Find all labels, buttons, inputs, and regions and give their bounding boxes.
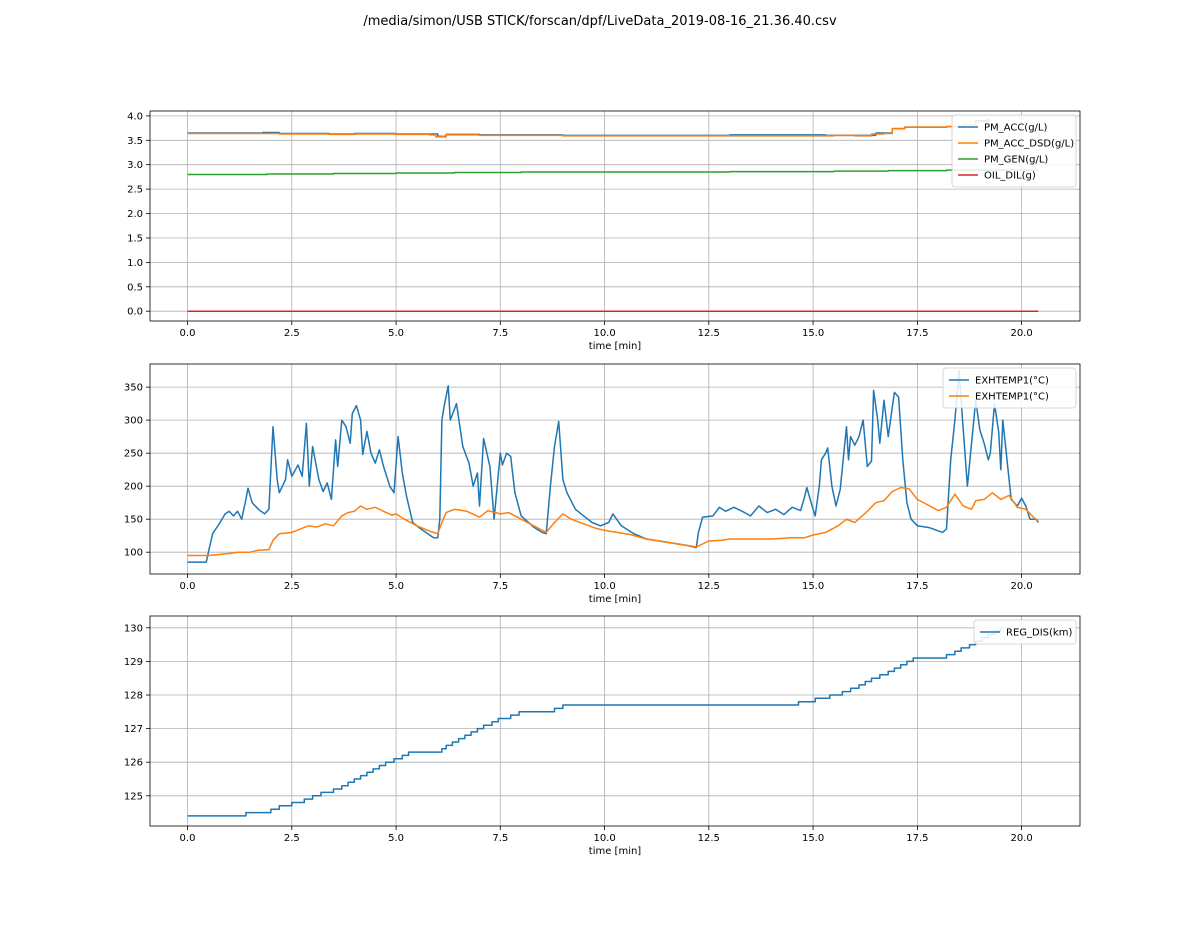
legend-label: EXHTEMP1(°C) xyxy=(975,392,1049,403)
x-tick-label: 20.0 xyxy=(1010,328,1032,339)
x-tick-label: 5.0 xyxy=(388,833,404,844)
legend: REG_DIS(km) xyxy=(973,619,1077,645)
y-tick-label: 128 xyxy=(124,691,143,702)
x-tick-label: 2.5 xyxy=(284,328,300,339)
axes-frame xyxy=(149,615,1081,827)
panel-exhaust-temperature: 0.0 2.5 5.0 7.5 10.0 12.5 15.0 17.5 20.0 100 150 20… xyxy=(124,363,1081,605)
x-tick-label: 15.0 xyxy=(802,833,824,844)
x-tick-label: 10.0 xyxy=(593,328,615,339)
panel-pm-accumulation: 0.0 2.5 5.0 7.5 10.0 12.5 15.0 17.5 20.0 0.0 0.5 1.… xyxy=(127,110,1081,352)
legend-box xyxy=(973,619,1077,645)
legend-label: PM_GEN(g/L) xyxy=(984,155,1048,166)
x-tick-label: 2.5 xyxy=(284,833,300,844)
legend: PM_ACC(g/L) PM_ACC_DSD(g/L) PM_GEN(g/L) OIL… xyxy=(951,114,1077,188)
x-tick-label: 17.5 xyxy=(906,328,928,339)
y-tick-label: 1.0 xyxy=(127,258,143,269)
x-tick-label: 15.0 xyxy=(802,581,824,592)
legend-label: PM_ACC(g/L) xyxy=(984,123,1047,134)
x-tick-label: 17.5 xyxy=(906,833,928,844)
y-tick-label: 3.0 xyxy=(127,160,143,171)
y-tick-label: 4.0 xyxy=(127,111,143,122)
x-tick-label: 2.5 xyxy=(284,581,300,592)
y-tick-label: 130 xyxy=(124,623,143,634)
series-line xyxy=(187,169,1040,176)
y-tick-label: 125 xyxy=(124,791,143,802)
y-tick-label: 126 xyxy=(124,758,143,769)
series-line xyxy=(187,119,990,138)
y-tick-label: 3.5 xyxy=(127,136,143,147)
x-tick-label: 10.0 xyxy=(593,581,615,592)
legend-label: PM_ACC_DSD(g/L) xyxy=(984,139,1074,150)
y-tick-label: 1.5 xyxy=(127,234,143,245)
figure-title: /media/simon/USB STICK/forscan/dpf/LiveD… xyxy=(363,14,837,29)
legend-box xyxy=(951,114,1077,188)
y-tick-label: 0.0 xyxy=(127,307,143,318)
x-axis-label: time [min] xyxy=(589,341,642,352)
x-tick-label: 20.0 xyxy=(1010,833,1032,844)
x-axis-label: time [min] xyxy=(589,846,642,857)
axes-frame xyxy=(149,110,1081,322)
x-axis-label: time [min] xyxy=(589,594,642,605)
legend-box xyxy=(942,367,1077,409)
y-tick-label: 200 xyxy=(124,482,143,493)
x-tick-label: 12.5 xyxy=(698,581,720,592)
x-tick-label: 15.0 xyxy=(802,328,824,339)
x-tick-label: 0.0 xyxy=(180,581,196,592)
y-tick-label: 0.5 xyxy=(127,282,143,293)
x-tick-label: 5.0 xyxy=(388,581,404,592)
legend: EXHTEMP1(°C) EXHTEMP1(°C) xyxy=(942,367,1077,409)
series-line xyxy=(187,486,1039,557)
y-tick-label: 127 xyxy=(124,724,143,735)
y-tick-label: 2.5 xyxy=(127,185,143,196)
y-tick-label: 250 xyxy=(124,449,143,460)
x-tick-label: 7.5 xyxy=(492,328,508,339)
series-line xyxy=(187,627,1002,817)
y-tick-label: 100 xyxy=(124,548,143,559)
x-tick-label: 5.0 xyxy=(388,328,404,339)
y-tick-label: 150 xyxy=(124,515,143,526)
x-tick-label: 17.5 xyxy=(906,581,928,592)
x-tick-label: 7.5 xyxy=(492,833,508,844)
x-tick-label: 12.5 xyxy=(698,833,720,844)
y-tick-label: 300 xyxy=(124,416,143,427)
x-tick-label: 20.0 xyxy=(1010,581,1032,592)
x-tick-label: 0.0 xyxy=(180,328,196,339)
legend-label: OIL_DIL(g) xyxy=(984,171,1036,182)
series-line xyxy=(187,369,1039,563)
y-tick-label: 2.0 xyxy=(127,209,143,220)
legend-label: REG_DIS(km) xyxy=(1006,628,1072,639)
x-tick-label: 10.0 xyxy=(593,833,615,844)
panel-regeneration-distance: 0.0 2.5 5.0 7.5 10.0 12.5 15.0 17.5 20.0 125 126 12… xyxy=(124,615,1081,857)
y-tick-label: 129 xyxy=(124,657,143,668)
axes-frame xyxy=(149,363,1081,575)
y-tick-label: 350 xyxy=(124,383,143,394)
legend-label: EXHTEMP1(°C) xyxy=(975,376,1049,387)
x-tick-label: 7.5 xyxy=(492,581,508,592)
x-tick-label: 12.5 xyxy=(698,328,720,339)
x-tick-label: 0.0 xyxy=(180,833,196,844)
